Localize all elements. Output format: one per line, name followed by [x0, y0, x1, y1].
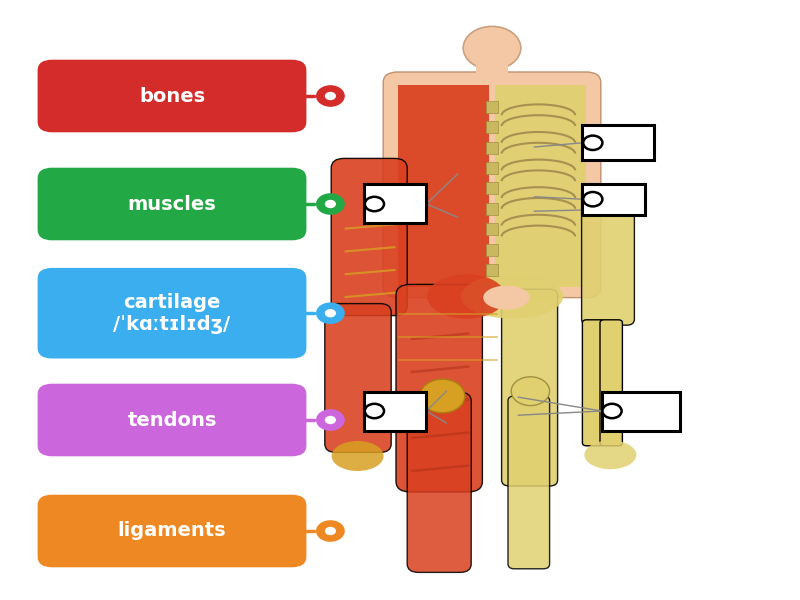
Bar [486, 264, 498, 276]
FancyBboxPatch shape [396, 284, 482, 492]
Circle shape [602, 404, 622, 418]
Circle shape [325, 92, 336, 100]
Text: bones: bones [139, 86, 205, 106]
Bar [602, 392, 680, 431]
Circle shape [316, 85, 345, 107]
FancyBboxPatch shape [383, 72, 601, 298]
Circle shape [316, 193, 345, 215]
Text: cartilage
/ˈkɑːtɪlɪdʒ/: cartilage /ˈkɑːtɪlɪdʒ/ [114, 293, 230, 334]
FancyBboxPatch shape [407, 392, 471, 572]
Text: muscles: muscles [128, 194, 216, 214]
FancyBboxPatch shape [38, 167, 306, 240]
Circle shape [325, 416, 336, 424]
Bar [486, 121, 498, 133]
Circle shape [365, 197, 384, 211]
FancyBboxPatch shape [38, 494, 306, 568]
FancyBboxPatch shape [325, 304, 391, 452]
Bar [486, 142, 498, 154]
Circle shape [583, 136, 602, 150]
Ellipse shape [483, 286, 530, 310]
Ellipse shape [461, 274, 563, 319]
Bar [582, 125, 654, 160]
Ellipse shape [584, 440, 637, 469]
FancyBboxPatch shape [38, 60, 306, 132]
Circle shape [316, 302, 345, 324]
Circle shape [511, 377, 550, 406]
Bar [486, 223, 498, 235]
Bar [495, 85, 586, 287]
Bar [364, 392, 426, 431]
Bar [486, 203, 498, 215]
Ellipse shape [427, 274, 506, 319]
Circle shape [316, 409, 345, 431]
Text: ligaments: ligaments [118, 521, 226, 541]
Text: tendons: tendons [127, 410, 217, 430]
Bar [486, 101, 498, 113]
Bar [486, 244, 498, 256]
FancyBboxPatch shape [38, 268, 306, 359]
Bar [476, 51, 508, 75]
FancyBboxPatch shape [38, 384, 306, 456]
Circle shape [325, 200, 336, 208]
Circle shape [420, 379, 465, 413]
FancyBboxPatch shape [582, 187, 634, 325]
Bar [582, 184, 645, 215]
Circle shape [325, 527, 336, 535]
Bar [398, 85, 489, 287]
Circle shape [316, 520, 345, 542]
FancyBboxPatch shape [508, 396, 550, 569]
Ellipse shape [463, 26, 521, 70]
FancyBboxPatch shape [331, 158, 407, 316]
Bar [486, 182, 498, 194]
FancyBboxPatch shape [502, 289, 558, 486]
FancyBboxPatch shape [600, 320, 622, 446]
FancyBboxPatch shape [582, 320, 605, 446]
Ellipse shape [331, 441, 384, 471]
Bar [486, 162, 498, 174]
Bar [364, 184, 426, 223]
Circle shape [325, 309, 336, 317]
Circle shape [583, 192, 602, 206]
Circle shape [365, 404, 384, 418]
